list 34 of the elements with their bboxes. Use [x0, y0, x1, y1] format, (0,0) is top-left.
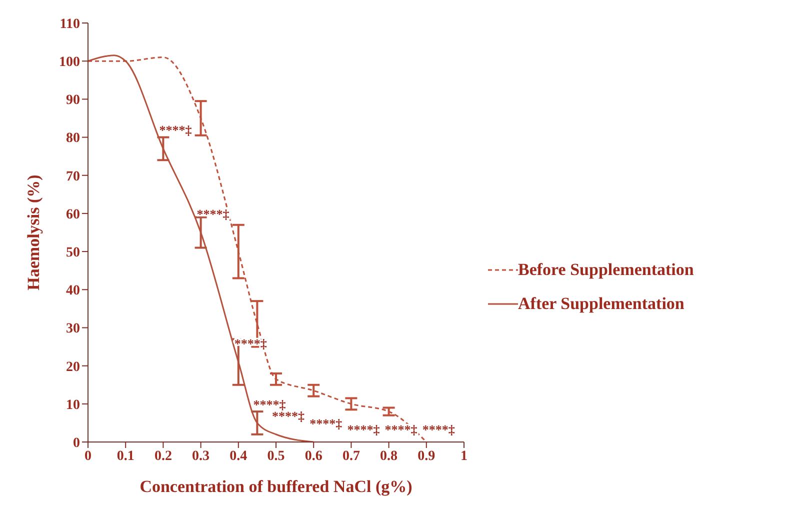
x-tick-label: 0	[84, 448, 92, 464]
x-tick-label: 0.8	[380, 448, 398, 464]
x-tick-label: 0.3	[192, 448, 210, 464]
y-tick-label: 30	[66, 322, 80, 337]
x-axis-title: Concentration of buffered NaCl (g%)	[140, 477, 412, 496]
annotation: ****‡	[347, 422, 380, 437]
y-tick-label: 50	[66, 246, 80, 261]
x-tick-label: 0.6	[304, 448, 322, 464]
x-tick-label: 0.7	[342, 448, 360, 464]
y-tick-label: 70	[66, 169, 80, 184]
annotation: ****‡	[196, 206, 230, 222]
x-tick-label: 0.4	[230, 448, 248, 464]
annotation: ****‡	[159, 122, 192, 138]
x-tick-label: 1	[460, 448, 468, 464]
x-tick-label: 0.9	[418, 448, 436, 464]
x-tick-label: 0.2	[154, 448, 172, 464]
y-tick-label: 90	[66, 93, 80, 108]
y-tick-label: 80	[66, 131, 80, 146]
y-tick-label: 20	[66, 360, 80, 375]
annotation: ****‡	[384, 422, 418, 437]
y-tick-label: 110	[60, 16, 80, 32]
y-tick-label: 0	[73, 436, 80, 451]
legend-label: After Supplementation	[518, 294, 684, 314]
legend-label: Before Supplementation	[518, 260, 694, 280]
annotation: ****‡	[310, 416, 343, 431]
annotation: ****‡	[422, 422, 456, 437]
x-tick-label: 0.1	[116, 448, 134, 464]
y-tick-label: 100	[59, 55, 80, 70]
y-tick-label: 60	[66, 207, 80, 222]
x-tick-label: 0.5	[267, 448, 285, 464]
y-tick-label: 10	[66, 398, 80, 413]
y-tick-label: 40	[66, 284, 80, 299]
y-axis-title: Haemolysis (%)	[24, 174, 44, 290]
annotation: ****‡	[253, 396, 286, 412]
